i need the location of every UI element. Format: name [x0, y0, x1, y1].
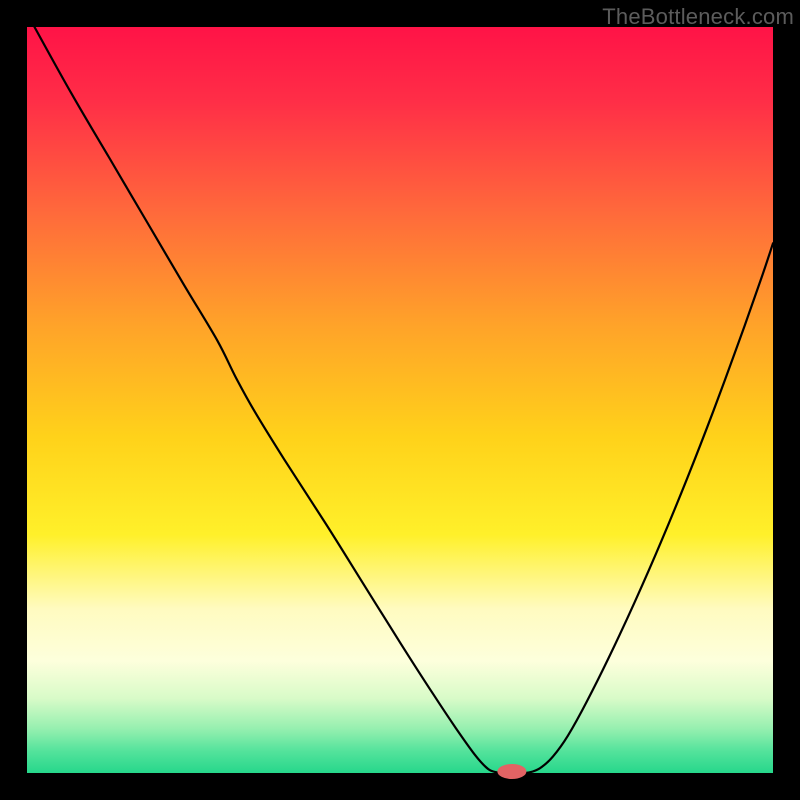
- optimal-marker: [498, 765, 526, 779]
- watermark-text: TheBottleneck.com: [602, 4, 794, 30]
- chart-container: TheBottleneck.com: [0, 0, 800, 800]
- plot-background: [27, 27, 773, 773]
- bottleneck-chart: [0, 0, 800, 800]
